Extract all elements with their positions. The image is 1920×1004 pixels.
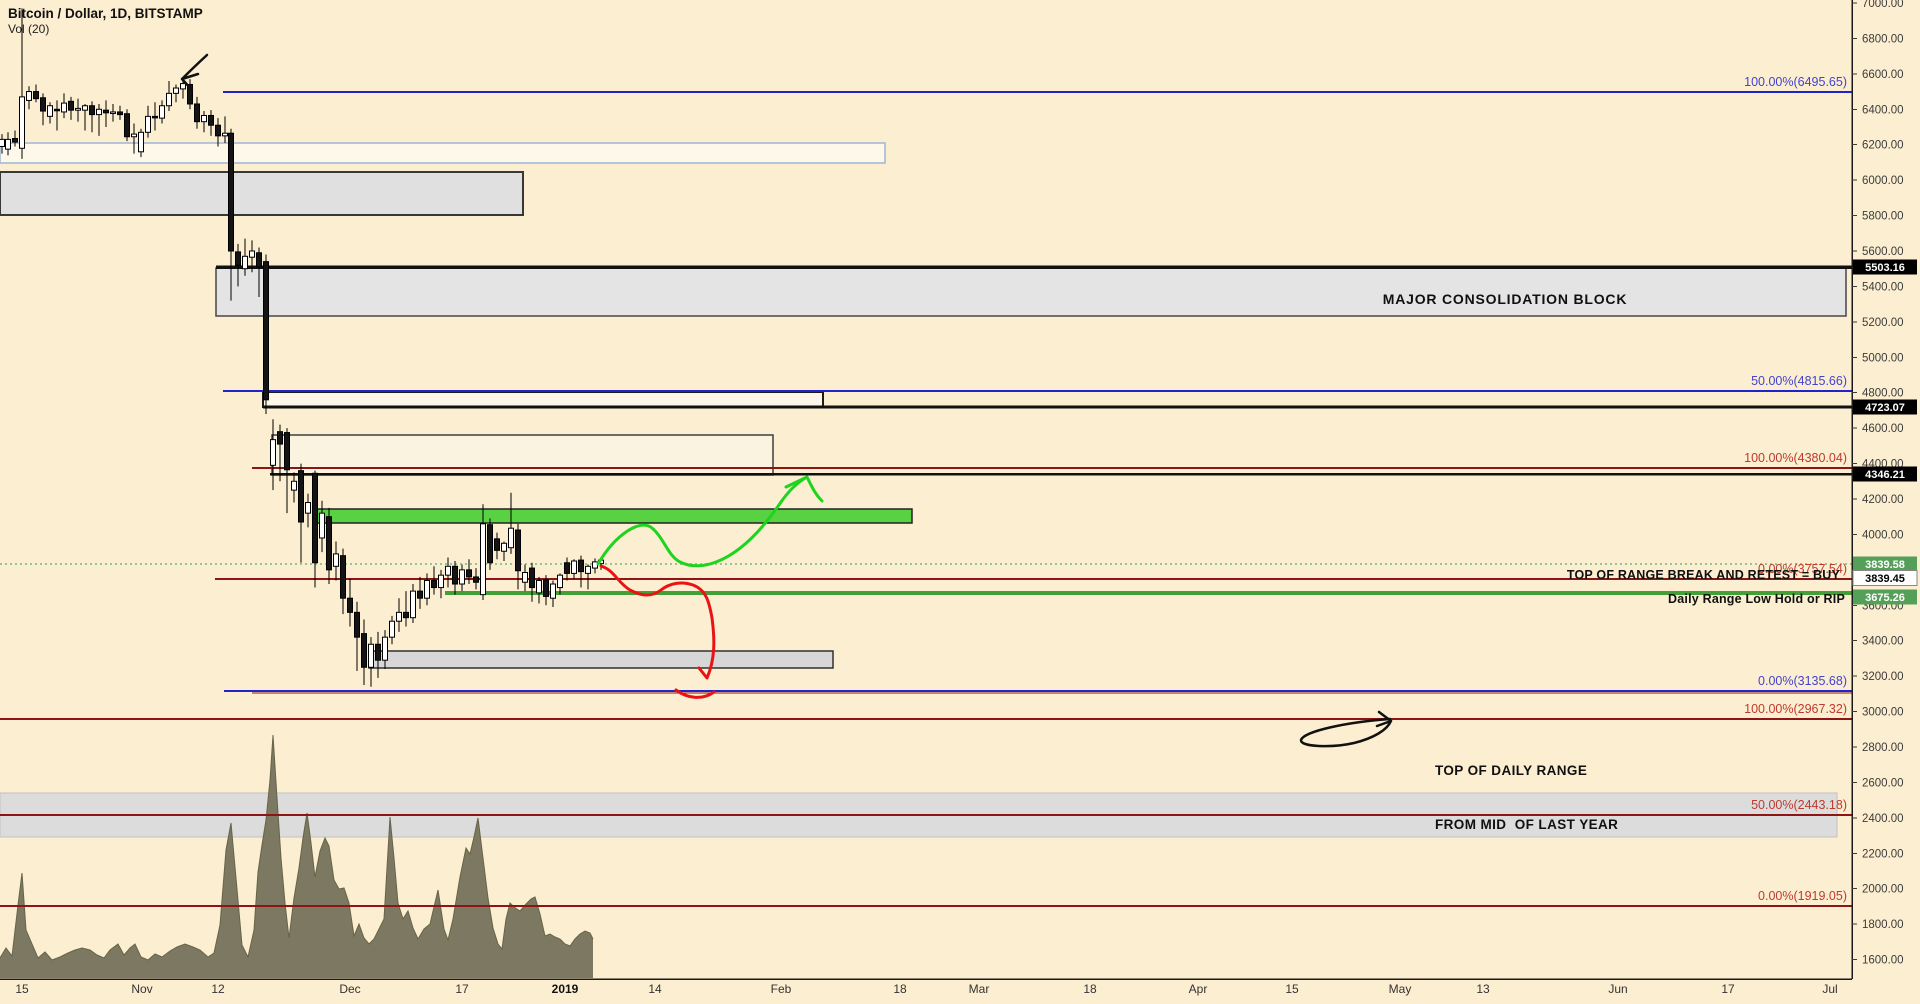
time-label: Jun <box>1608 982 1627 996</box>
svg-text:4800.00: 4800.00 <box>1862 388 1904 400</box>
price-tag <box>1852 570 1918 586</box>
time-label: 15 <box>1285 982 1299 996</box>
annotation-major-consolidation: MAJOR CONSOLIDATION BLOCK <box>1382 291 1628 307</box>
svg-text:6000.00: 6000.00 <box>1862 175 1904 187</box>
hand-swoosh-black <box>1299 710 1393 748</box>
svg-text:4600.00: 4600.00 <box>1862 423 1904 435</box>
fib-100-2967-label: 100.00%(2967.32) <box>1744 702 1847 716</box>
gray-block-top-left <box>0 171 524 216</box>
time-label: 14 <box>648 982 662 996</box>
major-consolidation-block <box>215 267 1847 317</box>
svg-text:4723.07: 4723.07 <box>1865 402 1905 414</box>
volume-histogram <box>0 734 594 978</box>
time-label: 15 <box>15 982 29 996</box>
svg-text:5200.00: 5200.00 <box>1862 317 1904 329</box>
fib-0-3757-label: 0.00%(3757.54) <box>1758 562 1847 576</box>
svg-text:2400.00: 2400.00 <box>1862 813 1904 825</box>
svg-text:2000.00: 2000.00 <box>1862 884 1904 896</box>
white-box-4723 <box>262 391 824 408</box>
annotation-top-of-daily-range: TOP OF DAILY RANGE FROM MID OF LAST YEAR <box>1435 726 1618 870</box>
fib-50-4815-label: 50.00%(4815.66) <box>1751 374 1847 388</box>
svg-text:3675.26: 3675.26 <box>1865 592 1905 604</box>
hand-arrow-green-up <box>596 475 824 568</box>
time-label: Apr <box>1189 982 1208 996</box>
price-tag <box>1853 466 1917 482</box>
svg-text:4000.00: 4000.00 <box>1862 529 1904 541</box>
hand-drawn-arrows[interactable] <box>180 53 1393 748</box>
hand-arrow-top <box>180 53 209 92</box>
thin-lightblue-box <box>0 142 886 164</box>
fib-0-1919-label: 0.00%(1919.05) <box>1758 889 1847 903</box>
time-label: Feb <box>771 982 792 996</box>
time-label: Nov <box>131 982 152 996</box>
svg-text:5000.00: 5000.00 <box>1862 352 1904 364</box>
svg-text:5800.00: 5800.00 <box>1862 211 1904 223</box>
green-block <box>312 508 913 524</box>
fib-50-2443-label: 50.00%(2443.18) <box>1751 798 1847 812</box>
candlesticks <box>0 8 604 687</box>
small-gray-block <box>368 650 834 669</box>
svg-text:3000.00: 3000.00 <box>1862 707 1904 719</box>
time-label: Jul <box>1822 982 1837 996</box>
price-tag <box>1853 399 1917 415</box>
svg-text:6200.00: 6200.00 <box>1862 140 1904 152</box>
svg-text:3200.00: 3200.00 <box>1862 671 1904 683</box>
fib-0-3135-label: 0.00%(3135.68) <box>1758 674 1847 688</box>
time-label: Mar <box>969 982 990 996</box>
annotation-top-of-daily-line1: TOP OF DAILY RANGE <box>1435 763 1588 778</box>
svg-text:3839.58: 3839.58 <box>1865 559 1905 571</box>
volume-indicator-label[interactable]: Vol (20) <box>8 22 50 36</box>
svg-text:3400.00: 3400.00 <box>1862 636 1904 648</box>
fib-level-lines[interactable]: 100.00%(6495.65) 50.00%(4815.66) 0.00%(313… <box>0 75 1852 907</box>
svg-text:6600.00: 6600.00 <box>1862 69 1904 81</box>
time-label: May <box>1389 982 1412 996</box>
time-axis[interactable]: 15 Nov 12 Dec 17 2019 14 Feb 18 Mar 18 Apr 15 May 13 Ju… <box>15 982 1837 996</box>
svg-text:3839.45: 3839.45 <box>1865 573 1905 585</box>
svg-text:4200.00: 4200.00 <box>1862 494 1904 506</box>
annotation-range-break-buy: TOP OF RANGE BREAK AND RETEST = BUY <box>1566 568 1840 582</box>
svg-text:6400.00: 6400.00 <box>1862 104 1904 116</box>
svg-text:2200.00: 2200.00 <box>1862 848 1904 860</box>
svg-text:2800.00: 2800.00 <box>1862 742 1904 754</box>
symbol-title[interactable]: Bitcoin / Dollar, 1D, BITSTAMP <box>8 6 203 21</box>
svg-text:5600.00: 5600.00 <box>1862 246 1904 258</box>
svg-text:7000.00: 7000.00 <box>1862 0 1904 10</box>
price-tag <box>1853 556 1917 572</box>
svg-text:6800.00: 6800.00 <box>1862 33 1904 45</box>
price-tag <box>1853 589 1917 605</box>
price-tags: 5503.16 4723.07 4346.21 3839.58 3839.45 3675.… <box>1852 259 1918 605</box>
annotation-top-of-daily-line2: FROM MID OF LAST YEAR <box>1435 817 1619 832</box>
time-label: 12 <box>211 982 225 996</box>
time-label: 18 <box>1083 982 1097 996</box>
time-label: Dec <box>339 982 360 996</box>
svg-text:5400.00: 5400.00 <box>1862 281 1904 293</box>
svg-text:4346.21: 4346.21 <box>1865 469 1905 481</box>
hand-arrow-red-down <box>599 564 716 699</box>
time-label: 13 <box>1476 982 1490 996</box>
fib-100-4380-label: 100.00%(4380.04) <box>1744 451 1847 465</box>
time-label: 18 <box>893 982 907 996</box>
svg-text:1600.00: 1600.00 <box>1862 955 1904 967</box>
price-tag <box>1853 259 1917 275</box>
time-label: 17 <box>1721 982 1735 996</box>
time-label: 17 <box>455 982 469 996</box>
fib-100-6495-label: 100.00%(6495.65) <box>1744 75 1847 89</box>
annotation-daily-range-low: Daily Range Low Hold or RIP <box>1668 592 1845 606</box>
time-label: 2019 <box>552 982 579 996</box>
svg-text:1800.00: 1800.00 <box>1862 919 1904 931</box>
svg-text:5503.16: 5503.16 <box>1865 262 1905 274</box>
svg-text:2600.00: 2600.00 <box>1862 777 1904 789</box>
